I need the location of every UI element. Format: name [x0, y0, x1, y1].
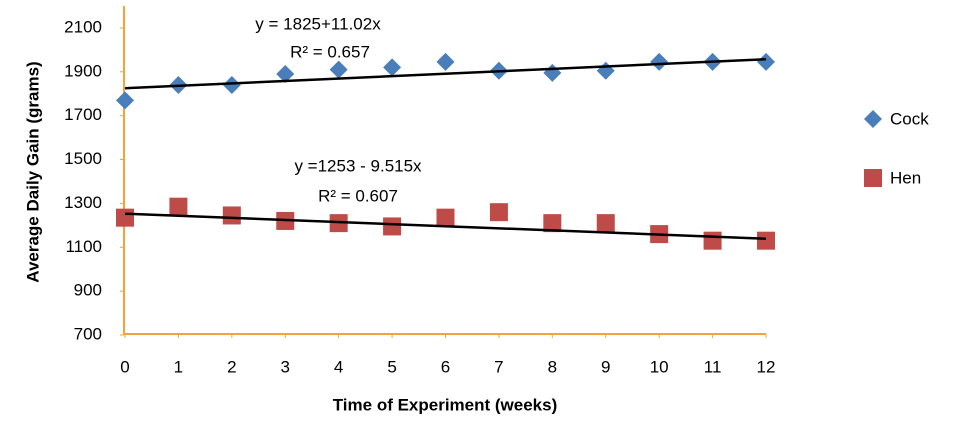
trend-equation: y =1253 - 9.515x: [294, 156, 422, 175]
legend-label: Hen: [890, 168, 921, 187]
y-tick-label: 900: [74, 281, 102, 300]
x-tick-label: 3: [281, 357, 290, 376]
marker-square: [543, 214, 562, 233]
marker-diamond: [436, 52, 455, 71]
marker-diamond: [383, 58, 402, 77]
y-tick-label: 2100: [64, 17, 102, 36]
trend-equation: y = 1825+11.02x: [255, 14, 381, 33]
marker-square: [703, 231, 722, 250]
marker-diamond: [116, 91, 134, 110]
marker-square: [436, 208, 455, 227]
y-axis-title: Average Daily Gain (grams): [23, 61, 42, 282]
marker-square: [757, 231, 775, 250]
x-tick-label: 12: [757, 357, 776, 376]
x-tick-label: 8: [548, 357, 557, 376]
marker-diamond: [596, 61, 615, 80]
y-tick-label: 700: [74, 324, 102, 343]
y-tick-label: 1700: [64, 105, 102, 124]
y-tick-label: 1900: [64, 61, 102, 80]
marker-diamond: [222, 75, 241, 94]
x-tick-label: 6: [441, 357, 450, 376]
x-tick-label: 9: [601, 357, 610, 376]
x-tick-label: 7: [494, 357, 503, 376]
marker-diamond: [329, 60, 348, 79]
trend-r2: R² = 0.607: [318, 186, 398, 205]
y-tick-label: 1100: [65, 237, 102, 256]
x-tick-label: 11: [704, 357, 722, 376]
marker-square: [116, 208, 134, 227]
y-tick-label: 1300: [64, 193, 102, 212]
y-tick-label: 1500: [64, 149, 102, 168]
x-tick-label: 5: [387, 357, 396, 376]
trend-line: [124, 212, 767, 241]
x-tick-label: 2: [227, 357, 236, 376]
x-tick-label: 4: [334, 357, 343, 376]
trend-r2: R² = 0.657: [290, 42, 370, 61]
marker-diamond: [650, 52, 669, 71]
marker-square: [169, 197, 188, 216]
marker-square: [222, 206, 241, 225]
legend-marker: [864, 169, 882, 187]
marker-diamond: [757, 52, 775, 71]
legend-label: Cock: [890, 109, 929, 128]
x-tick-label: 0: [120, 357, 129, 376]
trend-line: [124, 57, 767, 90]
marker-square: [383, 217, 402, 236]
x-axis-title: Time of Experiment (weeks): [333, 395, 558, 414]
x-tick-label: 10: [650, 357, 669, 376]
marker-diamond: [276, 64, 295, 83]
marker-square: [489, 203, 508, 222]
legend-marker: [864, 110, 882, 128]
marker-square: [596, 214, 615, 233]
marker-diamond: [543, 63, 562, 82]
x-tick-label: 1: [174, 357, 183, 376]
